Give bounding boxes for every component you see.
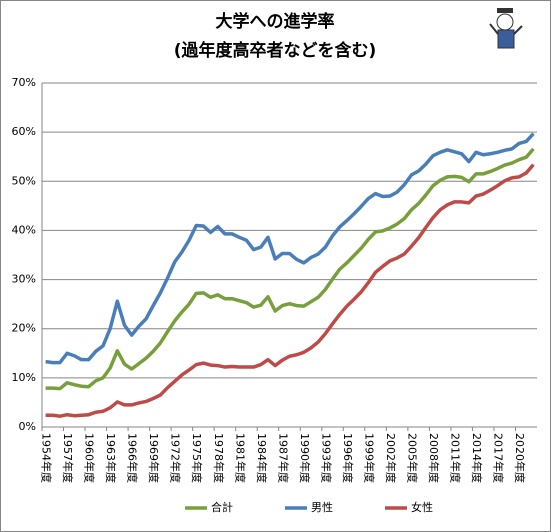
y-tick-label: 50%	[12, 174, 36, 187]
y-tick-label: 60%	[12, 125, 36, 138]
chart-title: 大学への進学率	[216, 11, 335, 32]
chart-subtitle: (過年度高卒者などを含む)	[174, 40, 377, 61]
x-tick-label: 1999年度	[362, 433, 376, 483]
x-tick-label: 2002年度	[384, 433, 398, 483]
legend-label: 女性	[411, 500, 433, 514]
series-line	[45, 163, 535, 418]
x-tick-label: 1975年度	[190, 433, 204, 483]
x-tick-label: 1993年度	[319, 433, 333, 483]
series-line	[45, 147, 535, 391]
x-tick-label: 2017年度	[492, 433, 506, 483]
x-tick-label: 1984年度	[255, 433, 269, 483]
legend-label: 男性	[311, 500, 333, 514]
series-line	[45, 132, 535, 365]
y-tick-label: 0%	[19, 420, 36, 433]
x-tick-label: 2020年度	[513, 433, 527, 483]
x-tick-label: 1981年度	[233, 433, 247, 483]
y-tick-label: 20%	[12, 322, 36, 335]
y-tick-label: 30%	[12, 273, 36, 286]
x-tick-label: 1987年度	[276, 433, 290, 483]
mascot-icon	[489, 8, 523, 49]
x-tick-label: 1969年度	[147, 433, 161, 483]
x-tick-label: 2011年度	[449, 433, 463, 483]
x-tick-label: 1963年度	[104, 433, 118, 483]
plot-area: 0% 10% 20% 30% 40% 50% 60% 70% 1954年度 1957年度 1960年…	[12, 76, 537, 514]
x-tick-label: 1954年度	[40, 433, 54, 483]
x-tick-label: 1966年度	[126, 433, 140, 483]
x-tick-label: 2005年度	[405, 433, 419, 483]
legend-label: 合計	[211, 500, 233, 514]
y-tick-label: 70%	[12, 76, 36, 89]
x-tick-label: 1990年度	[298, 433, 312, 483]
x-tick-label: 1996年度	[341, 433, 355, 483]
x-tick-label: 1957年度	[61, 433, 75, 483]
x-tick-label: 2008年度	[427, 433, 441, 483]
y-tick-label: 40%	[12, 223, 36, 236]
x-tick-label: 2014年度	[470, 433, 484, 483]
x-tick-label: 1978年度	[212, 433, 226, 483]
x-tick-label: 1960年度	[83, 433, 97, 483]
y-tick-label: 10%	[12, 371, 36, 384]
x-tick-label: 1972年度	[169, 433, 183, 483]
